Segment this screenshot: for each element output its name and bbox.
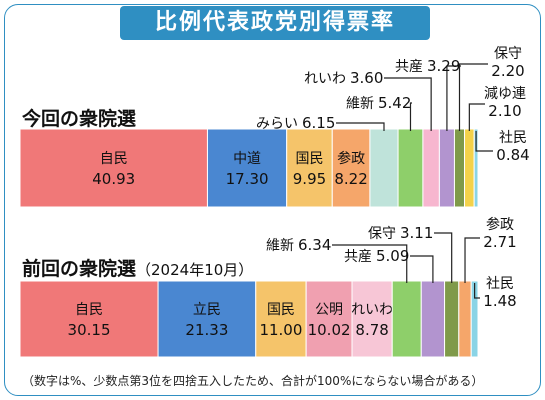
previous-bar-segment-0 <box>19 280 159 358</box>
previous-bar-segment-9 <box>470 280 479 358</box>
chart-title: 比例代表政党別得票率 <box>120 6 430 40</box>
footnote: （数字は%、少数点第3位を四捨五入したため、合計が100%にならない場合がある） <box>22 374 484 388</box>
current-bar-segment-9 <box>464 128 475 208</box>
current-segment-label-1: 中道 <box>233 151 261 167</box>
previous-segment-label-7: 保守 <box>368 226 396 242</box>
current-bar-segment-6 <box>422 128 440 208</box>
current-bar-segment-0 <box>19 128 208 208</box>
current-segment-label-0: 自民 <box>100 151 128 167</box>
previous-leader-line-5 <box>332 244 408 283</box>
current-bar-segment-2 <box>286 128 333 208</box>
previous-bar-segment-5 <box>391 280 422 358</box>
current-leader-line-4 <box>336 122 385 131</box>
previous-bar-segment-1 <box>157 280 257 358</box>
current-leader-line-5 <box>409 102 412 131</box>
current-leader-line-7 <box>446 65 461 131</box>
previous-bar-segment-3 <box>305 280 353 358</box>
previous-segment-value-2: 11.00 <box>259 321 302 339</box>
previous-bar-segment-4 <box>351 280 393 358</box>
current-segment-label-7: 共産 <box>395 59 423 75</box>
current-segment-label-4: みらい <box>256 116 298 132</box>
previous-leader-line-7 <box>434 232 453 283</box>
current-segment-label-9: 減ゆ連 <box>484 85 526 102</box>
current-segment-label-10: 社民 <box>499 130 527 146</box>
previous-segment-value-7: 3.11 <box>400 224 433 242</box>
previous-segment-value-9: 1.48 <box>483 292 516 310</box>
previous-segment-value-3: 10.02 <box>308 321 351 339</box>
current-leader-line-10 <box>475 131 493 152</box>
previous-segment-label-2: 国民 <box>267 302 295 318</box>
current-segment-label-6: れいわ <box>304 71 346 87</box>
current-bar-segment-5 <box>397 128 424 208</box>
previous-segment-label-4: れいわ <box>351 302 393 318</box>
current-segment-value-9: 2.10 <box>488 102 521 120</box>
current-title-text: 今回の衆院選 <box>22 108 137 130</box>
previous-segment-label-3: 公明 <box>315 302 343 318</box>
current-segment-value-8: 2.20 <box>491 62 524 80</box>
current-segment-value-0: 40.93 <box>92 170 135 188</box>
current-segment-label-3: 参政 <box>337 150 365 167</box>
previous-leader-line-9 <box>474 283 480 299</box>
previous-segment-value-8: 2.71 <box>483 233 516 251</box>
current-segment-value-1: 17.30 <box>226 170 269 188</box>
current-bar-segment-3 <box>331 128 371 208</box>
previous-segment-label-9: 社民 <box>486 276 514 292</box>
current-segment-value-2: 9.95 <box>293 170 326 188</box>
previous-leader-line-8 <box>464 237 480 283</box>
previous-segment-label-1: 立民 <box>193 302 221 318</box>
current-segment-label-8: 保守 <box>494 46 522 62</box>
current-segment-value-5: 5.42 <box>378 94 411 112</box>
current-bar-segment-4 <box>369 128 399 208</box>
current-segment-value-3: 8.22 <box>334 170 367 188</box>
current-bar-segment-10 <box>473 128 479 208</box>
previous-segment-label-6: 共産 <box>344 249 372 265</box>
previous-segment-value-4: 8.78 <box>355 321 388 339</box>
previous-bar-segment-8 <box>458 280 472 358</box>
previous-subtitle: （2024年10月） <box>136 261 254 279</box>
previous-title-text: 前回の衆院選 <box>22 258 137 280</box>
current-segment-value-7: 3.29 <box>427 57 460 75</box>
previous-bar-segment-6 <box>420 280 446 358</box>
current-segment-value-4: 6.15 <box>302 114 335 132</box>
current-leader-line-6 <box>384 77 432 131</box>
previous-segment-value-6: 5.09 <box>376 247 409 265</box>
previous-segment-label-8: 参政 <box>486 216 514 233</box>
current-segment-label-5: 維新 <box>346 96 374 112</box>
section-title-previous: 前回の衆院選（2024年10月） <box>22 254 253 281</box>
current-segment-value-6: 3.60 <box>350 69 383 87</box>
previous-segment-value-5: 6.34 <box>298 236 331 254</box>
current-segment-label-2: 国民 <box>295 151 323 167</box>
current-bar-segment-1 <box>206 128 288 208</box>
previous-leader-line-6 <box>410 255 434 283</box>
previous-segment-label-5: 維新 <box>266 238 294 254</box>
previous-segment-value-0: 30.15 <box>68 321 111 339</box>
previous-bar-segment-7 <box>444 280 460 358</box>
current-leader-line-8 <box>458 63 488 131</box>
current-leader-line-9 <box>468 103 485 131</box>
previous-bar-segment-2 <box>255 280 307 358</box>
current-bar-segment-8 <box>453 128 466 208</box>
current-bar-segment-7 <box>438 128 455 208</box>
previous-segment-label-0: 自民 <box>75 302 103 318</box>
previous-segment-value-1: 21.33 <box>185 321 228 339</box>
section-title-current: 今回の衆院選 <box>22 104 136 131</box>
current-segment-value-10: 0.84 <box>496 146 529 164</box>
